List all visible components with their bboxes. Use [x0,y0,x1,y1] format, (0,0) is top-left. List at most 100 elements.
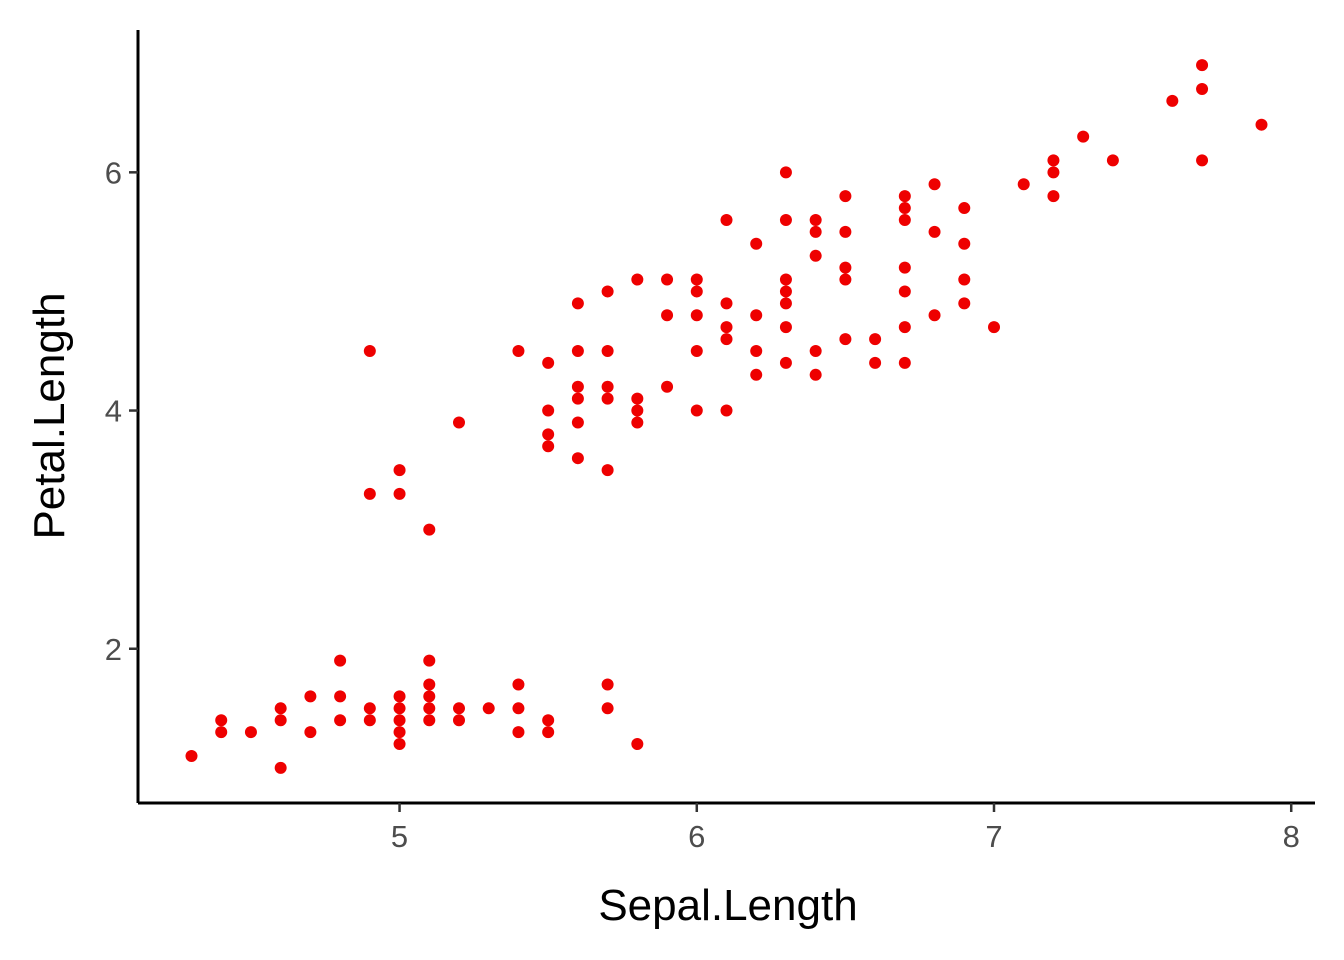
points-layer [185,59,1268,774]
data-point [1106,154,1119,167]
data-point [1196,82,1209,95]
data-point [839,261,852,274]
data-point [393,464,406,477]
data-point [631,738,644,751]
data-point [720,297,733,310]
data-point [779,285,792,298]
data-point [453,702,465,715]
data-point [423,690,436,703]
data-point [334,690,347,703]
x-tick-label: 8 [1283,819,1300,854]
data-point [898,356,911,369]
data-point [958,237,971,250]
data-point [661,273,674,286]
data-point [571,344,584,357]
data-point [601,344,614,357]
data-point [274,702,287,715]
y-tick-label: 4 [105,394,122,429]
x-tick-label: 6 [688,819,705,854]
data-point [1077,130,1090,143]
data-point [779,273,792,286]
data-point [690,273,703,286]
data-point [393,690,406,703]
data-point [898,285,911,298]
data-point [839,225,852,238]
data-point [958,202,971,215]
data-point [720,213,733,226]
data-point [215,726,228,739]
data-point [244,726,257,739]
data-point [1047,190,1060,203]
data-point [809,368,822,381]
data-point [1196,59,1209,72]
y-axis-title: Petal.Length [25,292,74,539]
data-point [869,333,882,346]
data-point [363,714,376,727]
data-point [571,392,584,405]
data-point [542,726,555,739]
data-point [215,714,228,727]
data-point [601,464,614,477]
x-ticks-layer: 5 6 7 8 [391,803,1300,854]
data-point [690,285,703,298]
data-point [393,726,406,739]
data-point [1017,178,1030,191]
data-point [720,321,733,334]
data-point [661,380,674,393]
data-point [958,273,971,286]
data-point [750,309,763,322]
data-point [839,190,852,203]
data-point [988,321,1000,334]
data-point [1196,154,1209,167]
data-point [601,678,614,691]
data-point [542,428,555,441]
data-point [601,702,614,715]
data-point [809,213,822,226]
data-point [869,356,882,369]
data-point [1166,94,1179,107]
x-tick-label: 7 [985,819,1002,854]
data-point [274,714,287,727]
data-point [631,416,644,429]
data-point [779,166,792,179]
data-point [779,356,792,369]
data-point [393,714,406,727]
data-point [631,273,644,286]
y-tick-label: 2 [105,632,122,667]
data-point [928,225,941,238]
data-point [720,333,733,346]
data-point [363,702,376,715]
data-point [898,213,911,226]
data-point [423,714,436,727]
data-point [601,380,614,393]
data-point [779,297,792,310]
data-point [542,356,555,369]
data-point [453,714,465,727]
y-tick-label: 6 [105,155,122,190]
data-point [839,333,852,346]
data-point [928,178,941,191]
data-point [334,654,347,667]
data-point [423,523,436,536]
data-point [661,309,674,322]
data-point [185,749,198,762]
data-point [334,714,347,727]
data-point [839,273,852,286]
data-point [363,487,376,500]
data-point [423,654,436,667]
data-point [809,344,822,357]
data-point [779,321,792,334]
data-point [898,261,911,274]
data-point [512,702,525,715]
data-point [750,344,763,357]
data-point [928,309,941,322]
data-point [512,726,525,739]
data-point [1255,118,1268,131]
data-point [631,404,644,417]
data-point [571,416,584,429]
data-point [542,440,555,453]
data-point [809,249,822,262]
data-point [274,761,287,774]
